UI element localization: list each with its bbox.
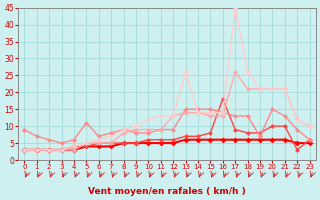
X-axis label: Vent moyen/en rafales ( km/h ): Vent moyen/en rafales ( km/h ) [88, 187, 246, 196]
